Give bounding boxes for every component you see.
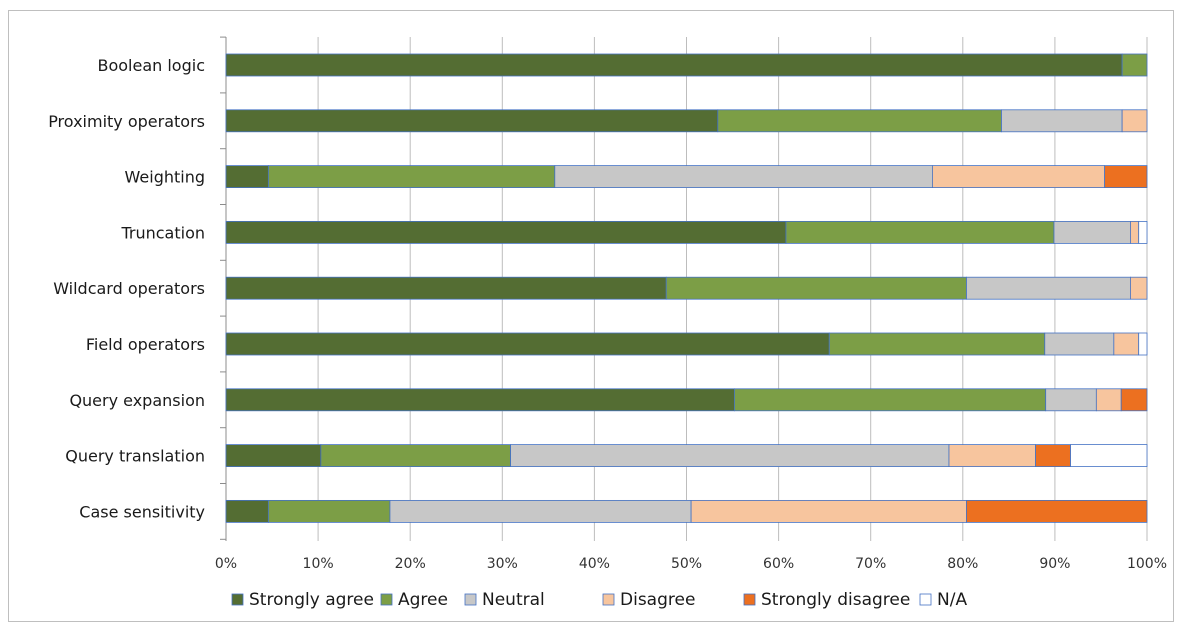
legend-swatch [743,593,756,606]
x-tick-label: 80% [947,556,978,572]
x-tick-label: 40% [579,556,610,572]
bar-segment [1113,332,1140,356]
category-label: Boolean logic [97,56,205,75]
bar-segment [1035,444,1071,468]
bar-segment [690,499,967,523]
bar-segment [1138,220,1148,244]
bar-segment [1121,109,1148,133]
x-tick-label: 100% [1127,556,1167,572]
bar-segment [267,499,391,523]
legend-swatch [919,593,932,606]
legend-swatch [464,593,477,606]
bar-segment [225,109,719,133]
bar-segment [225,276,667,300]
legend-swatch [602,593,615,606]
x-tick-label: 20% [395,556,426,572]
bar-segment [1104,165,1148,189]
x-tick-label: 60% [763,556,794,572]
bar-segment [785,220,1055,244]
legend-label: Neutral [482,590,545,610]
bar-segment [1070,444,1148,468]
bar-segment [1138,332,1148,356]
bar-segment [225,499,269,523]
legend-label: Strongly disagree [761,590,910,610]
bar-segments [225,53,1148,523]
bar-segment [1053,220,1131,244]
category-labels: Boolean logic Proximity operators Weightin… [48,56,205,521]
bar-segment [1130,276,1148,300]
legend-swatch [231,593,244,606]
legend: Strongly agree Agree Neutral Disagree Strong… [231,590,967,610]
legend-label: N/A [937,590,967,610]
chart-frame [8,10,1174,622]
x-tick-label: 70% [855,556,886,572]
bar-segment [1044,332,1115,356]
x-tick-label: 30% [487,556,518,572]
bar-segment [320,444,511,468]
x-tick-label: 90% [1039,556,1070,572]
bar-segment [733,388,1047,412]
category-label: Truncation [120,223,205,242]
x-tick-label: 50% [671,556,702,572]
bar-segment [717,109,1002,133]
bar-segment [267,165,556,189]
x-tick-label: 10% [303,556,334,572]
bar-segment [510,444,950,468]
bar-segment [225,165,269,189]
bar-segment [966,499,1148,523]
bar-segment [1095,388,1122,412]
bar-segment [665,276,967,300]
legend-label: Disagree [620,590,695,610]
x-tick-labels: 0% 10% 20% 30% 40% 50% 60% 70% 80% 90% 100% [215,556,1167,572]
category-label: Query expansion [69,391,205,410]
bar-segment [225,388,735,412]
bar-segment [966,276,1131,300]
bar-segment [948,444,1036,468]
x-tick-label: 0% [215,556,237,572]
bar-segment [225,444,322,468]
bar-segment [828,332,1046,356]
bar-segment [932,165,1106,189]
category-label: Field operators [86,335,205,354]
legend-label: Agree [398,590,448,610]
bar-segment [1130,220,1140,244]
bar-segment [554,165,933,189]
category-label: Wildcard operators [53,279,205,298]
bar-segment [225,220,787,244]
bar-segment [1045,388,1097,412]
category-label: Query translation [65,447,205,466]
bar-segment [389,499,692,523]
category-label: Proximity operators [48,112,205,131]
bar-segment [225,53,1123,77]
bar-segment [225,332,830,356]
category-label: Weighting [125,168,205,187]
bar-segment [1120,388,1148,412]
legend-swatch [380,593,393,606]
legend-label: Strongly agree [249,590,374,610]
bar-segment [1121,53,1148,77]
bar-segment [1001,109,1123,133]
category-label: Case sensitivity [79,502,205,521]
